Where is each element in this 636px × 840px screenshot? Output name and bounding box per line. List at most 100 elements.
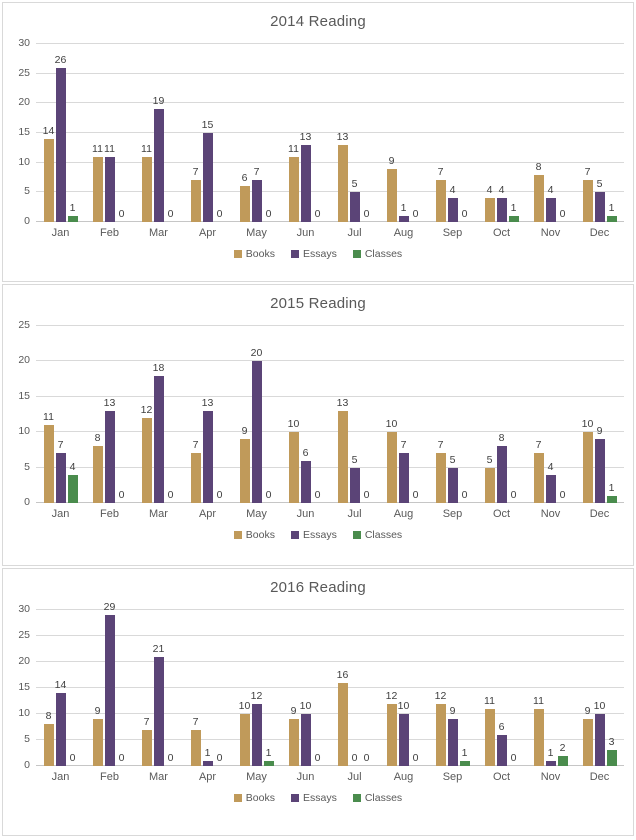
books-bar-slot: 8 <box>92 326 103 503</box>
gridline <box>36 635 624 636</box>
value-label: 7 <box>192 715 199 728</box>
classes-bar-jan <box>67 216 78 222</box>
value-label: 11 <box>104 142 115 155</box>
value-label: 0 <box>461 489 468 501</box>
chart-title: 2014 Reading <box>270 13 366 30</box>
legend-label: Classes <box>364 248 403 260</box>
books-bar-slot: 7 <box>190 44 201 222</box>
value-label: 0 <box>314 208 321 220</box>
x-tick-label: Oct <box>492 227 511 239</box>
x-tick-label: Feb <box>100 508 119 520</box>
value-label: 1 <box>510 202 517 215</box>
books-bar-apr <box>190 729 201 766</box>
books-bar-slot: 14 <box>43 44 54 222</box>
value-label: 0 <box>314 752 321 764</box>
essays-bar-slot: 6 <box>496 610 507 766</box>
x-tick-label: Jan <box>51 508 70 520</box>
legend-swatch-classes <box>352 250 361 258</box>
gridline <box>36 661 624 662</box>
y-tick-label: 30 <box>18 603 30 615</box>
value-label: 0 <box>412 208 419 220</box>
classes-bar-jan <box>67 474 78 503</box>
value-label: 9 <box>449 705 456 718</box>
essays-bar-nov <box>545 760 556 766</box>
x-tick-label: Jul <box>347 771 362 783</box>
classes-bar-slot: 0 <box>166 610 176 766</box>
essays-bar-dec <box>594 714 605 766</box>
books-bar-oct <box>484 708 495 766</box>
essays-bar-slot: 6 <box>300 326 311 503</box>
value-label: 9 <box>584 705 591 718</box>
essays-bar-mar <box>153 656 164 766</box>
x-tick-label: Mar <box>149 508 168 520</box>
y-tick-label: 10 <box>18 425 30 438</box>
books-bar-oct <box>484 198 495 222</box>
books-bar-dec <box>582 180 593 222</box>
classes-bar-slot: 0 <box>313 610 323 766</box>
y-tick-label: 5 <box>24 733 30 745</box>
books-bar-feb <box>92 156 103 222</box>
books-bar-slot: 4 <box>484 44 495 222</box>
value-label: 0 <box>314 489 321 501</box>
essays-bar-jan <box>55 67 66 222</box>
value-label: 4 <box>69 460 76 473</box>
plot-area: 0 5 10 15 20 25 30 8 14 0 9 29 0 7 21 0 7 1 0 10 12 1 9 10 0 16 0 0… <box>18 601 624 771</box>
essays-bar-slot: 15 <box>202 44 213 222</box>
classes-bar-sep <box>459 760 470 766</box>
legend-item-classes: Classes <box>352 248 403 260</box>
books-bar-slot: 11 <box>533 610 544 766</box>
value-label: 13 <box>336 396 349 409</box>
bar-group-feb: 8 13 0 <box>85 326 134 503</box>
legend-swatch-books <box>233 794 242 802</box>
legend-swatch-essays <box>290 250 299 258</box>
gridline <box>36 72 624 74</box>
value-label: 1 <box>69 202 76 215</box>
y-tick-label: 5 <box>24 460 30 473</box>
gridline <box>36 739 624 740</box>
y-tick-label: 5 <box>24 185 30 198</box>
legend: Books Essays Classes <box>3 792 633 804</box>
value-label: 21 <box>152 642 165 655</box>
value-label: 0 <box>216 752 223 764</box>
books-bar-slot: 10 <box>288 326 299 503</box>
x-tick-label: Feb <box>100 771 119 783</box>
essays-bar-slot: 1 <box>545 610 556 766</box>
books-bar-jun <box>288 156 299 222</box>
books-bar-nov <box>533 174 544 222</box>
value-label: 14 <box>54 679 67 692</box>
bar-group-nov: 11 1 2 <box>526 610 575 766</box>
value-label: 9 <box>596 425 603 438</box>
essays-bar-slot: 9 <box>594 326 605 503</box>
books-bar-may <box>239 439 250 503</box>
classes-bar-nov <box>557 755 568 766</box>
gridline <box>36 325 624 326</box>
value-label: 5 <box>596 178 603 191</box>
x-tick-label: May <box>246 227 267 239</box>
value-label: 5 <box>351 453 358 466</box>
y-tick-label: 10 <box>18 155 30 168</box>
essays-bar-slot: 0 <box>350 610 360 766</box>
books-bar-slot: 12 <box>435 610 446 766</box>
books-bar-slot: 7 <box>582 44 593 222</box>
essays-bar-slot: 10 <box>398 610 409 766</box>
books-bar-sep <box>435 453 446 503</box>
value-label: 0 <box>167 752 174 764</box>
books-bar-slot: 12 <box>386 610 397 766</box>
bar-group-jul: 16 0 0 <box>330 610 379 766</box>
value-label: 0 <box>510 752 517 764</box>
chart-title: 2016 Reading <box>270 579 366 596</box>
books-bar-slot: 7 <box>141 610 152 766</box>
legend: Books Essays Classes <box>3 529 633 541</box>
y-tick-label: 0 <box>24 759 30 771</box>
value-label: 19 <box>152 95 165 108</box>
books-bar-slot: 5 <box>484 326 495 503</box>
essays-bar-slot: 21 <box>152 610 165 766</box>
legend-item-essays: Essays <box>290 248 337 260</box>
value-label: 13 <box>336 130 349 143</box>
essays-bar-may <box>251 180 262 222</box>
essays-bar-slot: 7 <box>398 326 409 503</box>
y-tick-label: 0 <box>24 215 30 227</box>
classes-bar-slot: 0 <box>117 326 127 503</box>
